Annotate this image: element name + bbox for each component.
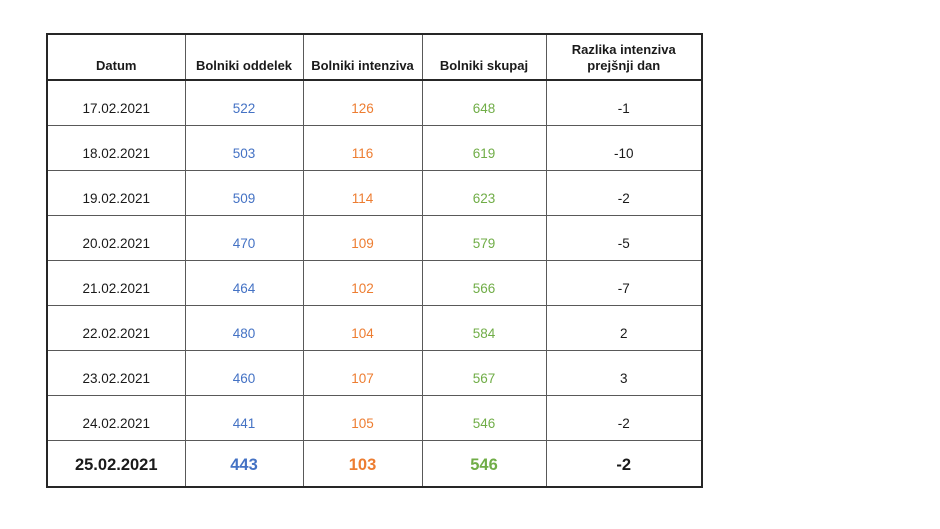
cell-razlika: -2: [545, 170, 703, 216]
covid-hospitalizations-table: Datum Bolniki oddelek Bolniki intenziva …: [46, 33, 703, 488]
table-row: 23.02.2021 460 107 567 3: [46, 350, 703, 396]
header-row: Datum Bolniki oddelek Bolniki intenziva …: [46, 33, 703, 81]
cell-datum: 24.02.2021: [46, 395, 186, 441]
cell-oddelek: 443: [184, 440, 304, 488]
cell-datum: 20.02.2021: [46, 215, 186, 261]
table-row: 18.02.2021 503 116 619 -10: [46, 125, 703, 171]
cell-datum: 19.02.2021: [46, 170, 186, 216]
cell-intenziva: 105: [302, 395, 423, 441]
table-row: 21.02.2021 464 102 566 -7: [46, 260, 703, 306]
table-row: 19.02.2021 509 114 623 -2: [46, 170, 703, 216]
table-row: 17.02.2021 522 126 648 -1: [46, 79, 703, 126]
cell-datum: 23.02.2021: [46, 350, 186, 396]
cell-oddelek: 509: [184, 170, 304, 216]
table-row: 22.02.2021 480 104 584 2: [46, 305, 703, 351]
cell-oddelek: 503: [184, 125, 304, 171]
col-header-bolniki-intenziva: Bolniki intenziva: [302, 33, 423, 81]
cell-razlika: -7: [545, 260, 703, 306]
cell-razlika: -10: [545, 125, 703, 171]
cell-intenziva: 102: [302, 260, 423, 306]
cell-razlika: 2: [545, 305, 703, 351]
cell-skupaj: 546: [421, 395, 547, 441]
cell-razlika: -5: [545, 215, 703, 261]
cell-skupaj: 623: [421, 170, 547, 216]
cell-oddelek: 441: [184, 395, 304, 441]
cell-oddelek: 470: [184, 215, 304, 261]
cell-intenziva: 114: [302, 170, 423, 216]
cell-datum: 22.02.2021: [46, 305, 186, 351]
cell-intenziva: 126: [302, 79, 423, 126]
cell-intenziva: 116: [302, 125, 423, 171]
cell-oddelek: 522: [184, 79, 304, 126]
table-row: 20.02.2021 470 109 579 -5: [46, 215, 703, 261]
cell-skupaj: 566: [421, 260, 547, 306]
cell-skupaj: 579: [421, 215, 547, 261]
cell-datum: 21.02.2021: [46, 260, 186, 306]
cell-intenziva: 103: [302, 440, 423, 488]
cell-razlika: -2: [545, 440, 703, 488]
cell-oddelek: 480: [184, 305, 304, 351]
cell-razlika: -1: [545, 79, 703, 126]
cell-intenziva: 109: [302, 215, 423, 261]
col-header-bolniki-skupaj: Bolniki skupaj: [421, 33, 547, 81]
cell-razlika: 3: [545, 350, 703, 396]
cell-oddelek: 464: [184, 260, 304, 306]
cell-intenziva: 107: [302, 350, 423, 396]
cell-datum: 18.02.2021: [46, 125, 186, 171]
cell-skupaj: 567: [421, 350, 547, 396]
table-row: 24.02.2021 441 105 546 -2: [46, 395, 703, 441]
col-header-bolniki-oddelek: Bolniki oddelek: [184, 33, 304, 81]
cell-skupaj: 619: [421, 125, 547, 171]
cell-skupaj: 648: [421, 79, 547, 126]
cell-razlika: -2: [545, 395, 703, 441]
cell-datum: 25.02.2021: [46, 440, 186, 488]
table-row-latest: 25.02.2021 443 103 546 -2: [46, 440, 703, 488]
col-header-datum: Datum: [46, 33, 186, 81]
cell-skupaj: 546: [421, 440, 547, 488]
col-header-razlika-intenziva: Razlika intenziva prejšnji dan: [545, 33, 703, 81]
cell-skupaj: 584: [421, 305, 547, 351]
cell-intenziva: 104: [302, 305, 423, 351]
cell-datum: 17.02.2021: [46, 79, 186, 126]
cell-oddelek: 460: [184, 350, 304, 396]
